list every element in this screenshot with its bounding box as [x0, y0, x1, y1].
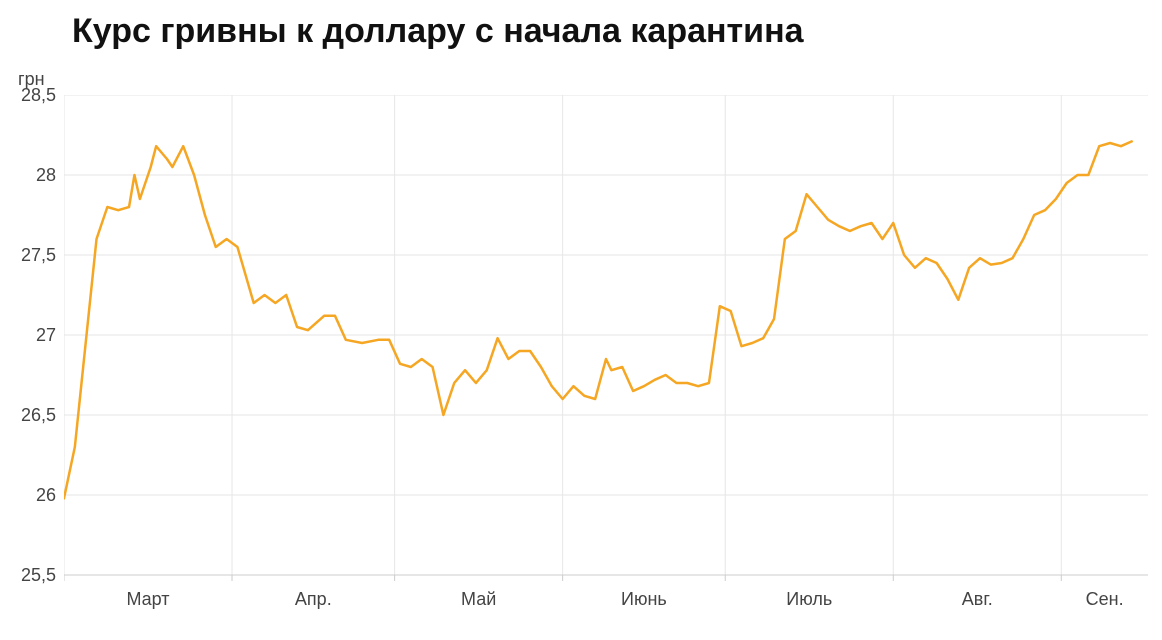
y-tick-label: 28,5: [21, 85, 56, 106]
x-tick-label: Март: [126, 589, 169, 610]
y-tick-label: 28: [36, 165, 56, 186]
x-tick-label: Апр.: [295, 589, 332, 610]
y-tick-label: 26,5: [21, 405, 56, 426]
x-tick-label: Сен.: [1086, 589, 1124, 610]
x-tick-label: Июнь: [621, 589, 667, 610]
y-tick-label: 27,5: [21, 245, 56, 266]
chart-plot: [64, 95, 1148, 587]
x-tick-label: Май: [461, 589, 496, 610]
chart-container: Курс гривны к доллару с начала карантина…: [0, 0, 1162, 640]
y-tick-label: 26: [36, 485, 56, 506]
y-tick-label: 25,5: [21, 565, 56, 586]
chart-title: Курс гривны к доллару с начала карантина: [72, 12, 804, 51]
x-tick-label: Авг.: [962, 589, 993, 610]
x-tick-label: Июль: [786, 589, 832, 610]
y-tick-label: 27: [36, 325, 56, 346]
